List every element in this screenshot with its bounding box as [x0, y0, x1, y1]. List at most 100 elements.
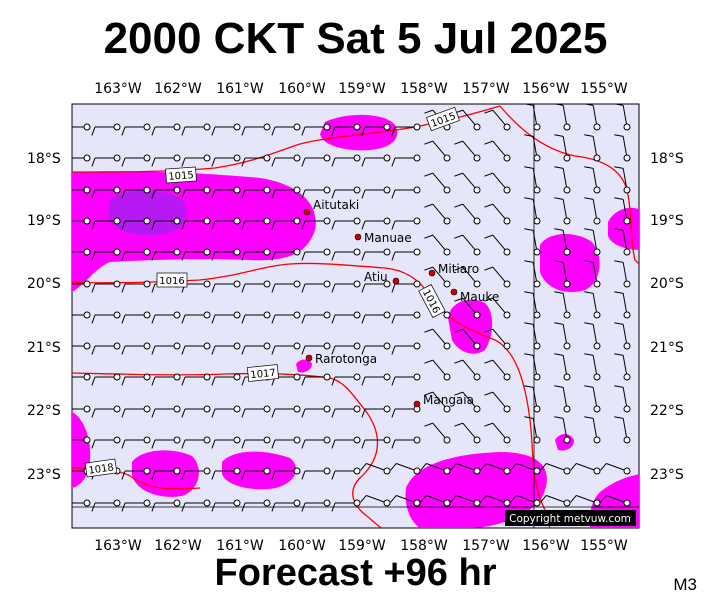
- town-marker: [305, 354, 313, 362]
- wind-barb: [151, 405, 181, 418]
- wind-barb: [211, 280, 241, 293]
- wind-barb: [484, 391, 511, 413]
- wind-barb: [301, 342, 331, 355]
- rain-areas: [72, 114, 639, 528]
- wind-barb: [271, 311, 301, 324]
- wind-barb: [271, 217, 301, 230]
- wind-barb: [241, 186, 271, 199]
- place-label: Mitiaro: [438, 262, 479, 276]
- wind-barb: [584, 166, 601, 194]
- wind-barb: [424, 234, 451, 256]
- wind-barb: [271, 280, 301, 293]
- wind-barb: [361, 436, 391, 449]
- wind-barb: [391, 280, 421, 293]
- wind-barb: [151, 311, 181, 324]
- wind-barb: [301, 467, 331, 480]
- lon-label: 160°W: [278, 81, 326, 97]
- isobar-label: 1015: [168, 170, 194, 183]
- wind-barb: [391, 373, 421, 386]
- lon-label: 159°W: [338, 81, 386, 97]
- wind-barb: [484, 203, 511, 225]
- wind-barb: [361, 123, 391, 136]
- wind-barb: [241, 342, 271, 355]
- wind-barb: [614, 416, 631, 444]
- wind-barb: [360, 463, 391, 475]
- wind-barb: [331, 436, 361, 449]
- lon-label: 155°W: [580, 538, 628, 554]
- wind-barb: [614, 260, 631, 288]
- wind-barb: [450, 463, 481, 475]
- wind-barb: [614, 322, 631, 350]
- wind-barb: [72, 499, 91, 507]
- wind-barb: [121, 186, 151, 199]
- wind-barb: [331, 248, 361, 261]
- wind-barb: [390, 495, 421, 507]
- wind-barb: [211, 311, 241, 324]
- wind-barb: [454, 391, 481, 413]
- wind-barb: [584, 291, 601, 319]
- wind-barb: [241, 217, 271, 230]
- wind-barb: [91, 405, 121, 418]
- wind-barb: [181, 373, 211, 386]
- wind-barb: [554, 291, 571, 319]
- place-label: Mauke: [460, 290, 499, 304]
- wind-barb: [181, 342, 211, 355]
- wind-barb: [570, 463, 601, 475]
- place-label: Rarotonga: [315, 352, 377, 366]
- wind-barb: [151, 186, 181, 199]
- wind-barb: [331, 186, 361, 199]
- wind-barb: [121, 499, 151, 512]
- wind-barb: [121, 405, 151, 418]
- wind-barb: [91, 373, 121, 386]
- wind-barb: [72, 123, 91, 131]
- lon-label: 158°W: [400, 538, 448, 554]
- wind-barb: [121, 154, 151, 167]
- wind-barb: [584, 104, 601, 131]
- place-label: Mangaia: [423, 393, 474, 407]
- places: Aitutaki Manuae Atiu Mitiaro Mauke Rarot…: [303, 198, 499, 408]
- wind-barb: [391, 405, 421, 418]
- lon-label: 158°W: [400, 81, 448, 97]
- wind-barb: [510, 463, 541, 475]
- wind-barb: [524, 385, 541, 413]
- wind-barb: [241, 280, 271, 293]
- wind-barb: [391, 248, 421, 261]
- wind-barb: [151, 342, 181, 355]
- wind-barb: [331, 311, 361, 324]
- wind-barb: [271, 186, 301, 199]
- wind-barb: [390, 463, 421, 475]
- wind-barb: [361, 217, 391, 230]
- wind-barb: [301, 436, 331, 449]
- wind-barb: [301, 186, 331, 199]
- wind-barb: [301, 280, 331, 293]
- wind-barb: [301, 373, 331, 386]
- wind-barb: [450, 495, 481, 507]
- town-marker: [428, 269, 436, 277]
- town-marker: [354, 233, 362, 241]
- wind-barb: [391, 154, 421, 167]
- wind-barb: [361, 373, 391, 386]
- wind-barb: [600, 463, 631, 475]
- wind-barb: [271, 405, 301, 418]
- wind-barb: [271, 436, 301, 449]
- wind-barb: [331, 154, 361, 167]
- lon-label: 162°W: [154, 81, 202, 97]
- wind-barb: [121, 280, 151, 293]
- wind-barb: [181, 467, 211, 480]
- wind-barb: [570, 495, 601, 507]
- wind-barb: [614, 166, 631, 194]
- wind-barb: [420, 463, 451, 475]
- wind-barb: [241, 154, 271, 167]
- wind-barb: [121, 373, 151, 386]
- wind-barb: [241, 436, 271, 449]
- lat-label: 20°S: [27, 276, 61, 292]
- wind-barb: [301, 248, 331, 261]
- wind-barb: [554, 260, 571, 288]
- wind-barb: [484, 359, 511, 381]
- copyright-box: [505, 510, 636, 526]
- wind-barb: [454, 266, 481, 288]
- wind-barb: [271, 499, 301, 512]
- wind-barb: [424, 391, 451, 413]
- wind-barb: [91, 217, 121, 230]
- wind-barb: [72, 248, 91, 256]
